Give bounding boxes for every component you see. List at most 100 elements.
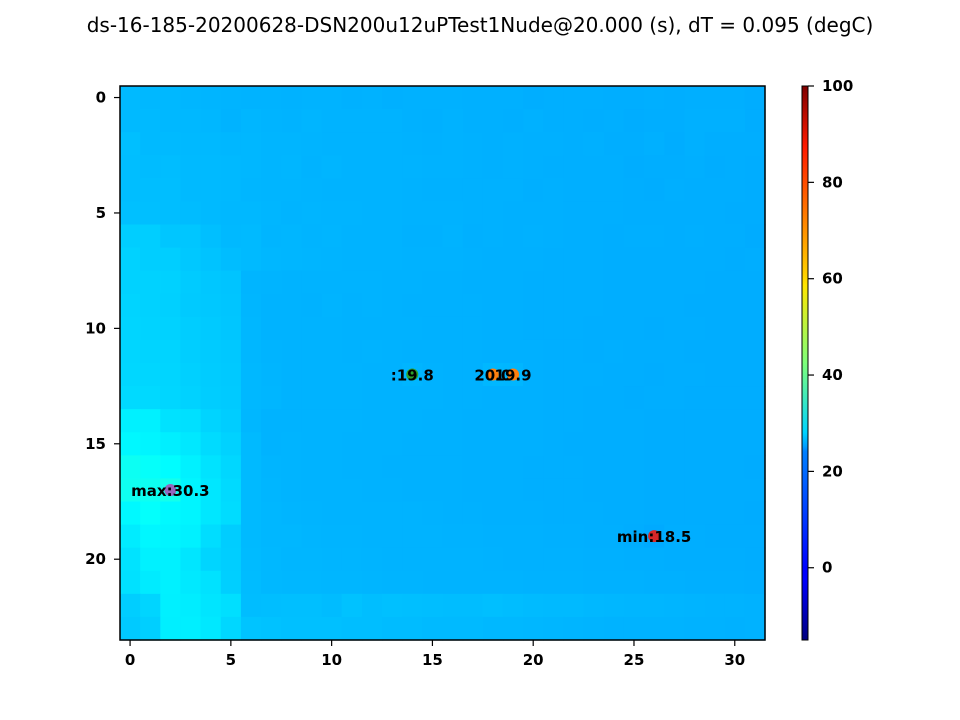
heatmap-cell: [140, 478, 161, 503]
heatmap-cell: [623, 201, 645, 226]
heatmap-cell: [603, 339, 625, 364]
heatmap-cell: [603, 524, 625, 549]
heatmap-cell: [462, 339, 484, 364]
heatmap-cell: [180, 570, 202, 595]
heatmap-cell: [684, 155, 706, 179]
heatmap-cell: [563, 339, 585, 364]
heatmap-cell: [361, 270, 383, 295]
heatmap-cell: [220, 293, 242, 318]
heatmap-cell: [200, 109, 222, 133]
heatmap-cell: [583, 132, 605, 156]
heatmap-cell: [442, 224, 464, 249]
heatmap-cell: [482, 178, 504, 203]
heatmap-cell: [744, 316, 766, 341]
heatmap-cell: [502, 570, 524, 595]
heatmap-cell: [220, 501, 242, 526]
heatmap-cell: [220, 593, 242, 618]
heatmap-cell: [442, 201, 464, 226]
heatmap-cell: [160, 224, 182, 249]
heatmap-cell: [583, 409, 605, 433]
heatmap-cell: [321, 386, 343, 410]
heatmap-cell: [361, 616, 383, 641]
heatmap-cell: [140, 178, 161, 203]
heatmap-cell: [361, 432, 383, 456]
heatmap-cell: [140, 432, 161, 456]
heatmap-cell: [140, 409, 161, 433]
heatmap-cell: [140, 616, 161, 641]
heatmap-cell: [180, 386, 202, 410]
heatmap-cell: [724, 316, 746, 341]
heatmap-cell: [402, 409, 423, 433]
heatmap-cell: [502, 432, 524, 456]
heatmap-cell: [482, 409, 504, 433]
heatmap-cell: [462, 547, 484, 572]
heatmap-cell: [442, 270, 464, 295]
heatmap-cell: [281, 478, 303, 503]
heatmap-cell: [240, 593, 262, 618]
colorbar-tick-label: 0: [822, 559, 832, 577]
heatmap-cell: [341, 86, 363, 110]
heatmap-cell: [200, 478, 222, 503]
heatmap-cell: [644, 109, 665, 133]
heatmap-cell: [341, 293, 363, 318]
heatmap-cell: [281, 201, 303, 226]
heatmap-cell: [724, 363, 746, 387]
heatmap-cell: [462, 132, 484, 156]
heatmap-cell: [704, 363, 726, 387]
heatmap-cell: [261, 455, 282, 480]
heatmap-cell: [261, 109, 282, 133]
heatmap-cell: [502, 109, 524, 133]
heatmap-cell: [180, 363, 202, 387]
heatmap-cell: [724, 247, 746, 272]
heatmap-cell: [160, 616, 182, 641]
heatmap-cell: [482, 109, 504, 133]
heatmap-cell: [220, 478, 242, 503]
heatmap-cell: [240, 178, 262, 203]
heatmap-cell: [543, 316, 565, 341]
heatmap-cell: [502, 501, 524, 526]
heatmap-cell: [120, 478, 141, 503]
heatmap-cell: [422, 109, 444, 133]
heatmap-cell: [664, 593, 685, 618]
heatmap-cell: [644, 293, 665, 318]
heatmap-cell: [341, 455, 363, 480]
heatmap-cell: [744, 593, 766, 618]
heatmap-cell: [563, 224, 585, 249]
heatmap-cell: [704, 270, 726, 295]
heatmap-cell: [664, 155, 685, 179]
heatmap-cell: [321, 363, 343, 387]
heatmap-cell: [140, 247, 161, 272]
heatmap-cell: [301, 293, 323, 318]
heatmap-cell: [724, 86, 746, 110]
heatmap-cell: [644, 132, 665, 156]
heatmap-cell: [684, 616, 706, 641]
heatmap-cell: [301, 155, 323, 179]
heatmap-cell: [261, 201, 282, 226]
heatmap-cell: [200, 570, 222, 595]
heatmap-cell: [160, 178, 182, 203]
y-tick-label: 10: [85, 319, 106, 337]
heatmap-cell: [442, 363, 464, 387]
heatmap-cell: [361, 478, 383, 503]
heatmap-cell: [301, 201, 323, 226]
heatmap-cell: [220, 524, 242, 549]
heatmap-cell: [160, 570, 182, 595]
heatmap-cell: [180, 432, 202, 456]
heatmap-cell: [301, 409, 323, 433]
heatmap-cell: [644, 270, 665, 295]
heatmap-cell: [704, 432, 726, 456]
heatmap-cell: [442, 593, 464, 618]
heatmap-cell: [583, 593, 605, 618]
heatmap-cell: [321, 593, 343, 618]
heatmap-cell: [402, 178, 423, 203]
heatmap-cell: [623, 132, 645, 156]
heatmap-cell: [603, 293, 625, 318]
heatmap-cell: [281, 270, 303, 295]
heatmap-cell: [462, 178, 484, 203]
heatmap-cells: [120, 86, 766, 641]
heatmap-cell: [140, 339, 161, 364]
heatmap-cell: [523, 547, 544, 572]
heatmap-cell: [583, 316, 605, 341]
heatmap-cell: [321, 86, 343, 110]
heatmap-cell: [563, 432, 585, 456]
